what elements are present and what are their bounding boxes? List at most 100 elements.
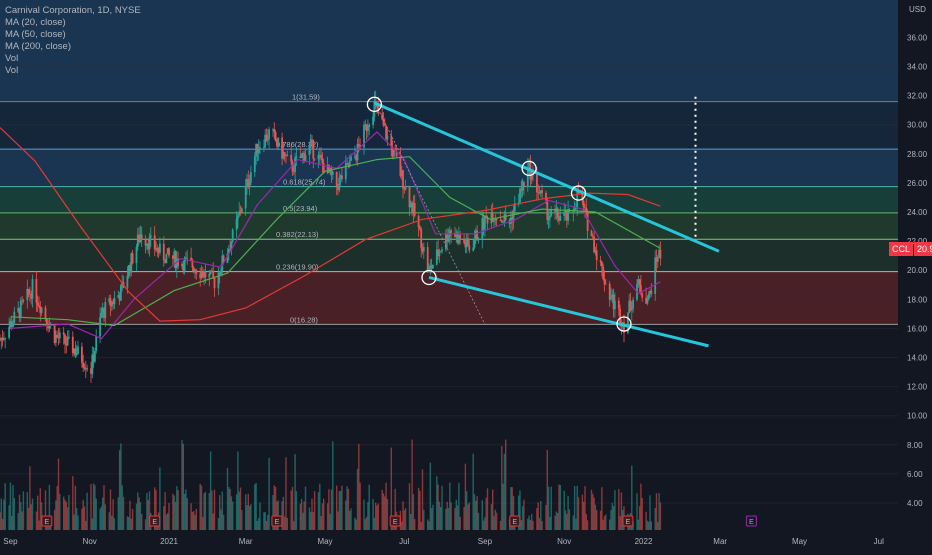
- candle-body: [10, 321, 13, 327]
- candle-body: [482, 218, 485, 230]
- legend-vol-1[interactable]: Vol: [5, 53, 19, 64]
- volume-bar: [147, 500, 149, 530]
- volume-bar: [95, 498, 97, 530]
- candle-body: [235, 218, 238, 230]
- earnings-marker: [389, 515, 401, 527]
- candle-body: [500, 220, 503, 223]
- candle-body: [504, 214, 507, 221]
- candle-body: [456, 232, 459, 244]
- volume-bar: [259, 502, 261, 530]
- volume-bar: [48, 484, 51, 530]
- candle-body: [172, 255, 174, 259]
- candle-body: [295, 156, 298, 158]
- candle-body: [521, 181, 524, 191]
- candle-body: [563, 212, 566, 217]
- candle-body: [656, 256, 659, 262]
- volume-bar: [540, 500, 542, 530]
- candle-body: [57, 336, 60, 339]
- volume-bar: [538, 518, 541, 530]
- volume-bar: [529, 519, 532, 530]
- candle-body: [117, 295, 120, 298]
- volume-bar: [596, 509, 598, 530]
- volume-bar: [137, 492, 139, 530]
- volume-bar: [86, 492, 88, 530]
- candle-body: [602, 266, 605, 280]
- candle-body: [157, 248, 160, 253]
- legend-ma20[interactable]: MA (20, close): [5, 17, 66, 28]
- candle-body: [83, 367, 86, 369]
- candle-body: [421, 248, 424, 252]
- volume-bar: [581, 494, 584, 530]
- candle-body: [146, 243, 148, 246]
- legend-ma200[interactable]: MA (200, close): [5, 41, 71, 52]
- legend-vol-2[interactable]: Vol: [5, 65, 19, 76]
- candle-body: [628, 300, 631, 314]
- candle-body: [130, 253, 133, 273]
- candle-body: [526, 167, 529, 188]
- candle-body: [75, 353, 78, 356]
- candle-body: [99, 317, 101, 337]
- candle-body: [484, 215, 486, 230]
- candle-body: [530, 171, 533, 180]
- trendline-1: [428, 276, 709, 348]
- fib-zone: [0, 186, 898, 213]
- volume-bar: [555, 511, 558, 530]
- volume-bar: [339, 490, 342, 530]
- ma-line-2: [0, 127, 661, 322]
- candle-body: [335, 171, 338, 187]
- candle-body: [255, 143, 257, 157]
- volume-bar: [263, 512, 265, 530]
- candle-body: [558, 217, 560, 221]
- volume-bar: [113, 518, 116, 530]
- candle-body: [391, 146, 394, 157]
- candle-body: [82, 362, 85, 368]
- candle-body: [413, 203, 416, 216]
- volume-bar: [277, 500, 279, 530]
- volume-bar: [39, 488, 41, 530]
- candle-body: [399, 156, 402, 176]
- candle-body: [21, 300, 23, 302]
- volume-bar: [254, 484, 256, 530]
- x-tick-label: 2022: [635, 537, 653, 546]
- volume-bar: [26, 492, 28, 530]
- legend-ma50[interactable]: MA (50, close): [5, 29, 66, 40]
- volume-bar: [255, 483, 257, 530]
- volume-bar: [449, 482, 451, 530]
- candle-body: [623, 322, 625, 333]
- candle-body: [632, 299, 634, 309]
- earnings-marker-label: E: [749, 519, 754, 526]
- volume-bar: [104, 504, 106, 530]
- candle-body: [430, 265, 433, 269]
- candle-body: [104, 302, 107, 319]
- symbol-title[interactable]: Carnival Corporation, 1D, NYSE: [5, 5, 141, 16]
- candle-body: [541, 190, 543, 193]
- volume-bar: [654, 507, 656, 530]
- candle-body: [237, 215, 239, 219]
- volume-bar: [209, 451, 212, 530]
- x-tick-label: May: [792, 537, 807, 546]
- candle-body: [491, 212, 494, 222]
- volume-bar: [1, 518, 4, 530]
- candle-body: [355, 155, 358, 161]
- fib-label: 0(16.28): [290, 315, 318, 324]
- pivot-circle: [366, 96, 383, 112]
- candle-body: [490, 212, 493, 224]
- candle-body: [229, 249, 231, 250]
- candle-body: [175, 258, 178, 269]
- volume-bar: [176, 486, 178, 530]
- candle-body: [582, 201, 585, 208]
- volume-bar: [186, 498, 188, 530]
- y-tick-label: 24.00: [907, 208, 928, 217]
- x-axis-bg: [0, 530, 932, 550]
- candle-body: [365, 124, 368, 132]
- volume-bar: [65, 501, 67, 530]
- candle-body: [464, 242, 467, 248]
- y-tick-label: 18.00: [907, 295, 928, 304]
- candle-body: [586, 211, 589, 231]
- volume-bar: [495, 512, 498, 530]
- candle-body: [584, 207, 586, 209]
- candle-body: [12, 322, 14, 327]
- candle-body: [100, 312, 103, 318]
